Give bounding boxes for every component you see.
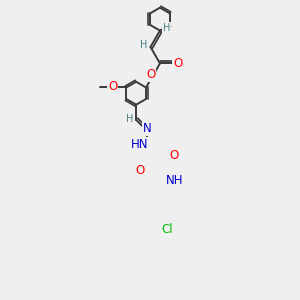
Text: O: O [136,164,145,177]
Text: O: O [146,68,155,81]
Text: HN: HN [131,138,148,151]
Text: N: N [143,122,152,135]
Text: O: O [173,57,182,70]
Text: O: O [108,80,117,92]
Text: H: H [140,40,148,50]
Text: NH: NH [166,174,184,187]
Text: Cl: Cl [162,223,173,236]
Text: O: O [169,149,178,162]
Text: H: H [126,114,133,124]
Text: H: H [163,22,170,33]
